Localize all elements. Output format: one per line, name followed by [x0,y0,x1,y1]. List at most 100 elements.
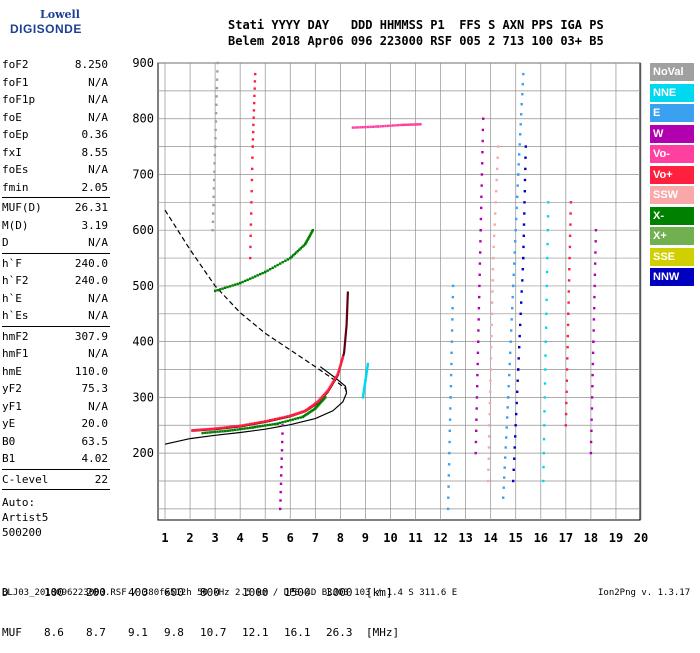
echo-point [478,284,481,288]
echo-point [566,346,569,349]
echo-point [366,366,369,369]
echo-point [301,245,304,249]
echo-point [512,273,515,276]
echo-point [568,245,572,249]
echo-point [524,156,527,159]
echo-point [488,424,491,427]
ionogram-chart: 1 2 3 4 5 6 7 8 9 10 11 12 13 14 15 16 17 18 19 20200300400… [132,56,648,545]
echo-point [513,251,516,254]
echo-point [366,362,370,366]
legend-item-ssw: SSW [650,186,694,204]
muf-distance-row: D 100 200 400 600 800 1000 1500 3000 [km] [2,586,402,600]
legend-item-nnw: NNW [650,268,694,286]
param-name: foE [2,110,22,124]
echo-point [545,312,548,315]
echo-point [233,283,237,286]
echo-point [491,268,495,271]
profile-curve-1 [164,392,348,445]
echo-point [306,407,309,411]
echo-point [479,240,482,243]
echo-point [281,421,284,424]
param-row-fof1: foF1 N/A [2,74,112,92]
echo-point [254,275,257,278]
echo-point [363,387,366,391]
echo-point [478,295,481,299]
echo-point [324,396,327,399]
echo-point [281,424,284,427]
echo-point [589,440,593,444]
echo-point [544,368,547,371]
echo-point [266,269,269,272]
echo-point [389,124,392,127]
echo-point [191,429,194,432]
echo-point [518,153,521,156]
echo-point [590,418,593,421]
muf-d-value: 1500 [284,586,311,599]
echo-point [251,156,254,159]
echo-point [223,429,227,433]
echo-point [331,381,335,384]
echo-point [218,430,222,433]
echo-point [591,351,595,354]
header-line2: Belem 2018 Apr06 096 223000 RSF 005 2 71… [228,34,604,48]
echo-point [254,72,257,76]
x-tick-label: 1 [161,531,168,545]
echo-point [475,418,478,421]
echo-point [545,284,548,288]
echo-point [512,284,515,288]
echo-point [450,329,454,332]
profile-curve-2 [164,209,348,394]
param-name: B0 [2,434,16,448]
echo-point [480,173,484,176]
echo-point [306,238,309,242]
echo-point [309,406,312,409]
y-tick-label: 300 [132,390,154,404]
echo-point [296,412,299,415]
echo-point [491,290,494,293]
echo-point [481,162,484,165]
echo-point [332,379,336,382]
x-tick-label: 2 [186,531,193,545]
echo-point [569,223,572,226]
echo-point [218,426,222,430]
param-name: MUF(D) [2,201,42,214]
echo-point [233,428,237,431]
echo-point [299,247,302,250]
echo-point [514,240,517,243]
echo-point [505,436,508,439]
x-tick-label: 11 [408,531,422,545]
echo-point [508,362,511,366]
echo-point [477,340,480,343]
echo-point [228,425,232,429]
echo-point [212,203,215,207]
echo-point [311,409,314,412]
echo-point [338,366,342,369]
echo-point [366,364,369,367]
echo-point [351,126,355,129]
echo-point [594,240,597,243]
echo-point [281,261,284,264]
profile-curve-3 [319,366,348,394]
echo-point [289,414,292,417]
echo-point [474,440,478,444]
echo-point [239,281,242,285]
echo-point [510,318,513,321]
echo-point [405,123,408,126]
echo-point [281,432,284,435]
param-separator [2,325,110,327]
echo-point [249,256,252,260]
legend-item-xplus: X+ [650,227,694,245]
param-separator [2,489,110,490]
echo-point [594,262,597,265]
param-separator [2,468,110,470]
muf-d-label: D [2,586,9,599]
echo-point [490,323,493,327]
x-tick-label: 15 [509,531,523,545]
echo-point [410,123,413,126]
echo-point [521,83,524,86]
param-value: 8.250 [74,58,108,71]
echo-point [492,245,495,249]
param-name: foF1 [2,75,29,89]
echo-point [279,416,282,420]
echo-point [211,431,214,434]
